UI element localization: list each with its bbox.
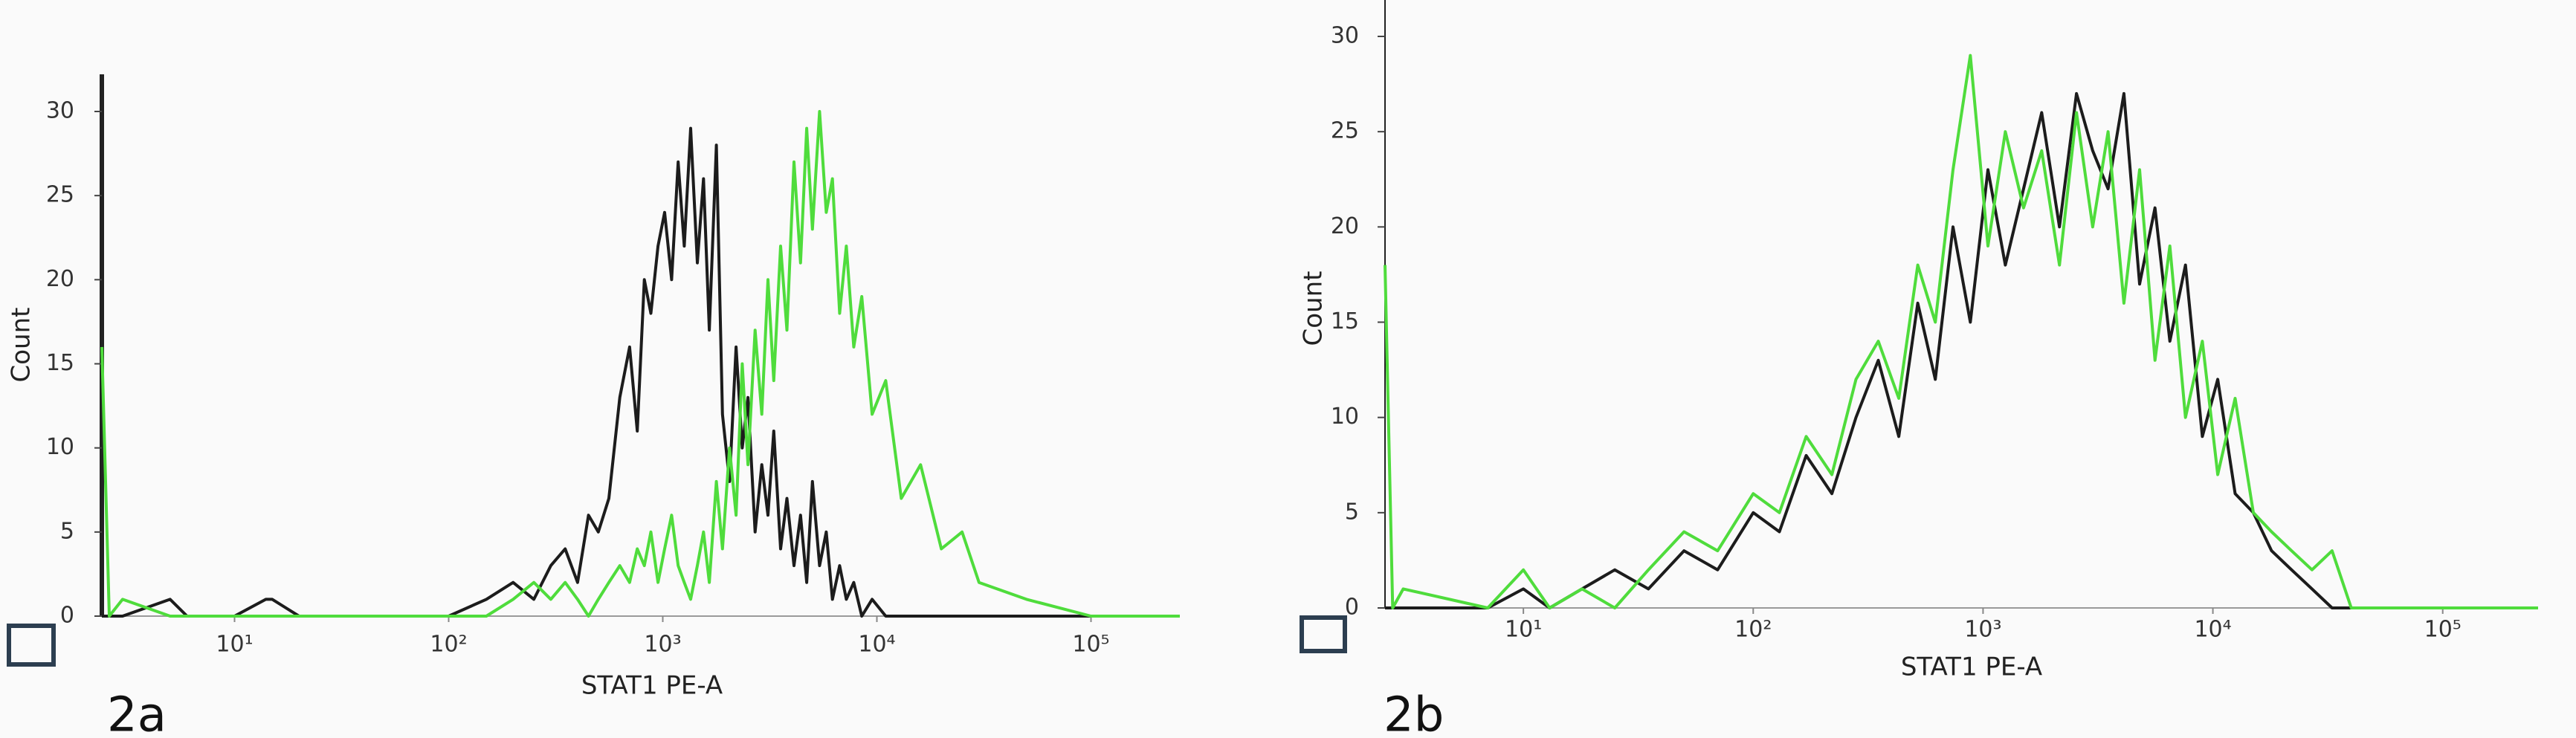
y-tick-label: 25 — [46, 182, 74, 208]
x-tick-label: 10² — [1734, 617, 1772, 643]
x-tick-label: 10¹ — [1505, 617, 1542, 643]
x-tick-label: 10² — [430, 632, 467, 658]
x-tick-label: 10⁵ — [1072, 632, 1109, 658]
y-tick-label: 20 — [46, 266, 74, 292]
data-line — [100, 110, 1180, 618]
y-tick-label: 20 — [1331, 213, 1359, 239]
y-tick-label: 30 — [46, 98, 74, 124]
y-tick-label: 10 — [46, 434, 74, 460]
data-line — [1385, 91, 2538, 609]
icon-square — [7, 624, 56, 667]
y-tick-label: 15 — [1331, 308, 1359, 334]
panel-label: 2b — [1384, 688, 1444, 738]
x-tick-label: 10⁴ — [858, 632, 895, 658]
x-tick-label: 10³ — [644, 632, 681, 658]
icon-square — [1300, 615, 1347, 653]
panel-label: 2a — [107, 688, 167, 738]
y-tick-label: 0 — [1345, 595, 1359, 621]
x-tick-label: 10⁴ — [2194, 617, 2231, 643]
y-tick-label: 5 — [60, 518, 74, 544]
y-tick-label: 30 — [1331, 23, 1359, 49]
data-line — [102, 126, 1180, 618]
y-tick-label: 15 — [46, 350, 74, 376]
y-tick-label: 25 — [1331, 118, 1359, 144]
y-axis-label: Count — [7, 308, 36, 383]
y-tick-label: 5 — [1345, 499, 1359, 525]
x-tick-label: 10¹ — [216, 632, 253, 658]
x-tick-label: 10³ — [1964, 617, 2001, 643]
y-tick-label: 10 — [1331, 404, 1359, 430]
x-tick-label: 10⁵ — [2424, 617, 2462, 643]
y-tick-label: 0 — [60, 603, 74, 629]
x-axis-label: STAT1 PE-A — [1901, 653, 2042, 682]
y-axis-label: Count — [1299, 271, 1329, 346]
x-axis-label: STAT1 PE-A — [581, 671, 723, 701]
data-line — [1384, 54, 2538, 609]
